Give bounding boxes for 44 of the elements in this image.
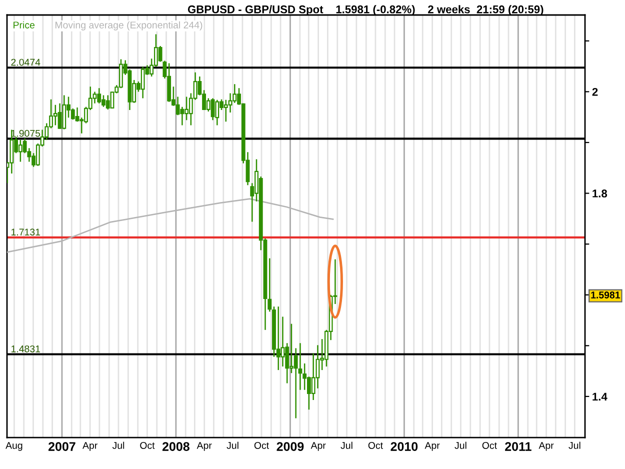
x-tick-label: 2009 bbox=[276, 442, 304, 451]
candlestick bbox=[62, 94, 66, 130]
text: Moving average (Exponential 244) bbox=[55, 21, 202, 30]
candlestick bbox=[180, 106, 184, 126]
ref-line-label: 1.4831 bbox=[11, 345, 40, 352]
text: Price bbox=[14, 21, 34, 28]
x-tick-label: 2007 bbox=[48, 442, 76, 451]
x-tick-label: Oct bbox=[140, 442, 155, 449]
x-tick-label: Oct bbox=[254, 442, 269, 449]
candlestick bbox=[228, 92, 232, 114]
candlestick bbox=[70, 108, 75, 120]
y-tick-label: 1.8 bbox=[592, 190, 608, 198]
x-tick-label: Jul bbox=[226, 442, 238, 449]
candlestick bbox=[298, 342, 302, 390]
x-tick-label: 2011 bbox=[505, 442, 532, 451]
x-tick-label: Apr bbox=[424, 442, 440, 451]
candlestick bbox=[53, 104, 58, 126]
x-tick-label: Oct bbox=[368, 442, 383, 449]
chart-title: GBPUSD - GBP/USD Spot 1.5981 (-0.82%) 2 weeks 21:59 (20:59) bbox=[188, 5, 544, 16]
x-tick-label: Apr bbox=[538, 442, 554, 451]
y-tick-label: 2 bbox=[592, 88, 598, 96]
candlestick bbox=[280, 316, 285, 368]
x-tick-label: Apr bbox=[196, 442, 212, 451]
x-tick-label: 2010 bbox=[390, 442, 418, 451]
x-tick-label: Jul bbox=[454, 442, 466, 449]
ref-line-label: 1.7131 bbox=[11, 228, 40, 236]
x-tick-label: Jul bbox=[340, 442, 352, 449]
text: 1.5981 bbox=[591, 292, 620, 298]
x-tick-label: Oct bbox=[482, 442, 497, 449]
candlestick bbox=[215, 99, 220, 126]
candlestick bbox=[276, 306, 280, 371]
x-tick-label: Aug bbox=[6, 442, 22, 451]
x-tick-label: Jul bbox=[568, 442, 580, 449]
candlestick bbox=[97, 88, 102, 104]
candlestick bbox=[58, 102, 62, 130]
candlestick bbox=[75, 106, 80, 122]
x-tick-label: 2008 bbox=[162, 442, 190, 451]
x-tick-label: Apr bbox=[82, 442, 98, 451]
x-tick-label: Jul bbox=[112, 442, 124, 449]
x-tick-label: Apr bbox=[310, 442, 326, 451]
ref-line-label: 2.0474 bbox=[11, 58, 40, 66]
y-tick-label: 1.4 bbox=[592, 392, 608, 400]
candlestick bbox=[106, 94, 110, 110]
candlestick bbox=[140, 66, 145, 99]
